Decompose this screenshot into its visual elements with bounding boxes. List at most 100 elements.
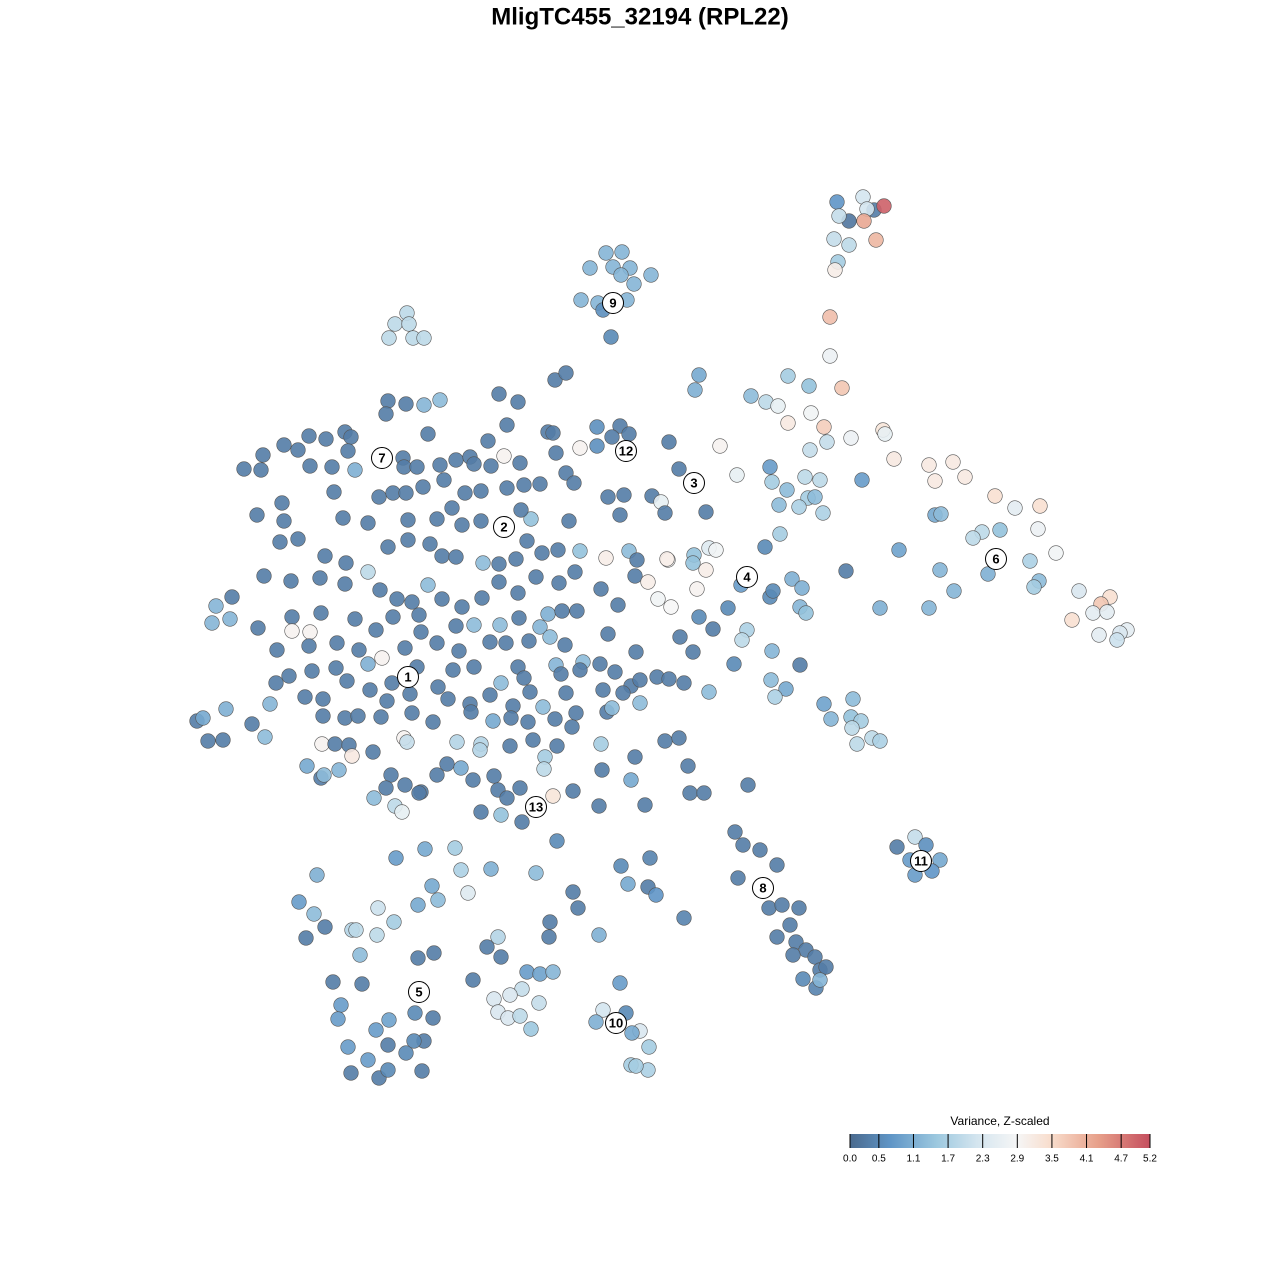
cluster-label: 13	[525, 796, 547, 818]
point	[705, 621, 721, 637]
point	[792, 657, 808, 673]
cluster-label: 6	[985, 548, 1007, 570]
cluster-label: 2	[493, 516, 515, 538]
point	[627, 749, 643, 765]
point	[921, 457, 937, 473]
point	[472, 742, 488, 758]
point	[330, 1011, 346, 1027]
point	[772, 526, 788, 542]
cluster-label-circle	[602, 292, 624, 314]
point	[965, 530, 981, 546]
point	[444, 500, 460, 516]
point	[889, 839, 905, 855]
point	[465, 972, 481, 988]
point	[516, 670, 532, 686]
point	[826, 231, 842, 247]
point	[424, 878, 440, 894]
point	[945, 454, 961, 470]
point	[508, 551, 524, 567]
point	[603, 329, 619, 345]
point	[224, 589, 240, 605]
point	[347, 611, 363, 627]
point	[422, 536, 438, 552]
point	[445, 662, 461, 678]
point	[791, 499, 807, 515]
point	[402, 686, 418, 702]
point	[519, 533, 535, 549]
point	[565, 884, 581, 900]
point	[385, 609, 401, 625]
point	[689, 581, 705, 597]
point	[516, 477, 532, 493]
cluster-label-circle	[736, 566, 758, 588]
point	[256, 568, 272, 584]
point	[362, 682, 378, 698]
point	[502, 987, 518, 1003]
point	[564, 719, 580, 735]
point	[798, 605, 814, 621]
point	[313, 605, 329, 621]
point	[337, 710, 353, 726]
point	[386, 914, 402, 930]
point	[400, 532, 416, 548]
point	[572, 543, 588, 559]
cluster-label: 10	[605, 1012, 627, 1034]
colorbar-tick-label: 0.0	[843, 1154, 857, 1165]
point	[338, 555, 354, 571]
point	[490, 929, 506, 945]
point	[872, 600, 888, 616]
point	[620, 876, 636, 892]
point	[327, 736, 343, 752]
point	[339, 673, 355, 689]
point	[496, 448, 512, 464]
point	[520, 714, 536, 730]
point	[845, 691, 861, 707]
point	[643, 267, 659, 283]
point	[629, 552, 645, 568]
point	[780, 415, 796, 431]
point	[499, 790, 515, 806]
point	[272, 534, 288, 550]
point	[398, 485, 414, 501]
point	[354, 976, 370, 992]
point	[794, 580, 810, 596]
point	[812, 472, 828, 488]
point	[558, 365, 574, 381]
point	[568, 705, 584, 721]
point	[236, 461, 252, 477]
cluster-label-circle	[493, 516, 515, 538]
point	[525, 732, 541, 748]
point	[569, 603, 585, 619]
point	[1071, 583, 1087, 599]
point	[413, 624, 429, 640]
point	[466, 456, 482, 472]
point	[204, 615, 220, 631]
point	[304, 663, 320, 679]
point	[315, 691, 331, 707]
point	[368, 1022, 384, 1038]
point	[1030, 521, 1046, 537]
point	[318, 431, 334, 447]
point	[598, 550, 614, 566]
point	[290, 442, 306, 458]
cluster-label: 12	[615, 440, 637, 462]
cluster-label: 3	[683, 472, 705, 494]
point	[432, 457, 448, 473]
point	[331, 762, 347, 778]
point	[613, 267, 629, 283]
point	[591, 798, 607, 814]
point	[877, 426, 893, 442]
point	[348, 922, 364, 938]
point	[426, 945, 442, 961]
point	[532, 966, 548, 982]
point	[284, 609, 300, 625]
point	[372, 582, 388, 598]
point	[406, 1033, 422, 1049]
point	[250, 620, 266, 636]
point	[680, 758, 696, 774]
point	[397, 777, 413, 793]
point	[927, 473, 943, 489]
point	[360, 515, 376, 531]
point	[632, 695, 648, 711]
